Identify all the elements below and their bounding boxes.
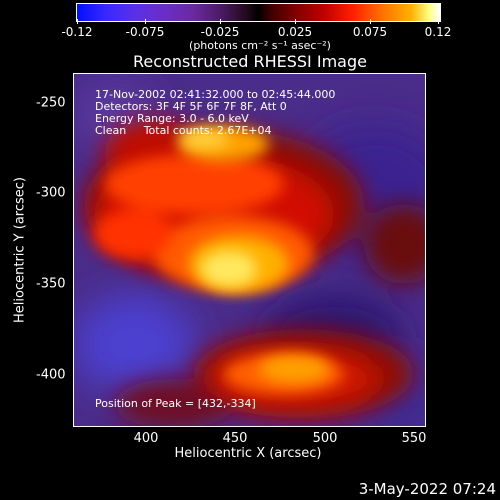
timestamp: 3-May-2022 07:24 [358,480,496,498]
image-title: Reconstructed RHESSI Image [133,52,367,71]
colorbar-tick [438,19,439,24]
colorbar-tick [220,19,221,24]
colorbar-label: -0.12 [61,25,93,39]
colorbar-tick [295,19,296,24]
annotation-clean: Clean Total counts: 2.67E+04 [95,124,272,137]
y-tick-label: -350 [36,276,66,292]
y-tick-label: -400 [36,367,66,383]
colorbar [76,3,441,22]
x-tick-label: 500 [312,431,338,446]
y-axis-label: Heliocentric Y (arcsec) [12,177,28,323]
colorbar-tick [370,19,371,24]
colorbar-label: 0.025 [277,25,313,39]
annotation-detectors: Detectors: 3F 4F 5F 6F 7F 8F, Att 0 [95,100,287,113]
y-tick-label: -250 [36,95,66,111]
annotation-energy: Energy Range: 3.0 - 6.0 keV [95,112,249,125]
x-tick-label: 400 [133,431,159,446]
colorbar-label: -0.075 [125,25,165,39]
rhessi-image [73,73,426,427]
annotation-peak: Position of Peak = [432,-334] [95,397,256,410]
colorbar-tick [145,19,146,24]
colorbar-tick [77,19,78,24]
x-tick-label: 450 [222,431,248,446]
colorbar-label: 0.12 [424,25,452,39]
rhessi-heatmap [74,74,425,426]
y-tick-label: -300 [36,185,66,201]
x-tick-label: 550 [401,431,427,446]
colorbar-label: -0.025 [200,25,240,39]
annotation-time: 17-Nov-2002 02:41:32.000 to 02:45:44.000 [95,88,336,101]
x-axis-label: Heliocentric X (arcsec) [174,446,322,461]
colorbar-unit: (photons cm⁻² s⁻¹ asec⁻²) [189,39,331,52]
colorbar-label: 0.075 [352,25,388,39]
